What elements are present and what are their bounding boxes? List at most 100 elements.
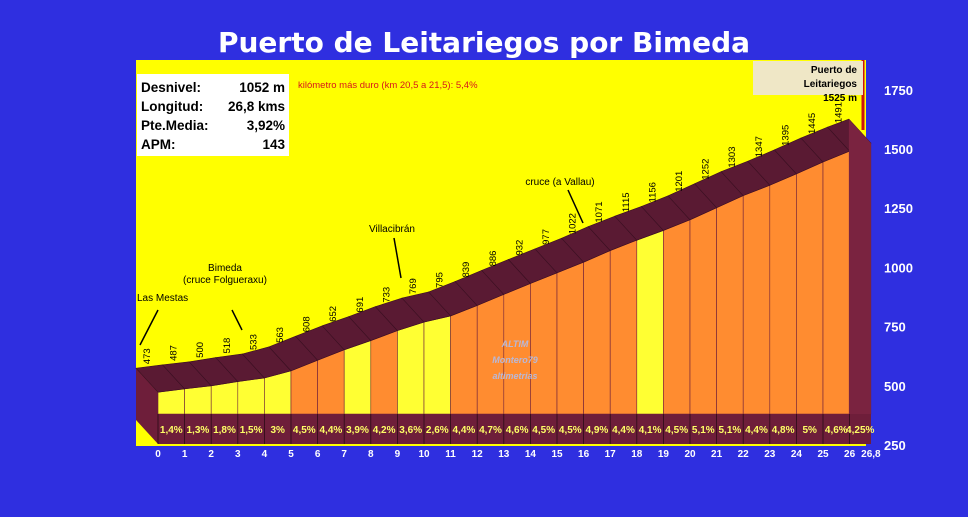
watermark-line: Montero79 [492,355,538,365]
annotation-label: Las Mestas [137,293,188,304]
altitude-label: 500 [195,342,206,358]
gradient-label: 4,1% [639,425,662,436]
profile-segment [184,385,212,415]
stat-row: Longitud: 26,8 kms [141,97,285,116]
x-tick-label: 24 [791,449,803,460]
altitude-label: 1347 [754,136,765,157]
x-tick-label: 10 [418,449,430,460]
altitude-label: 1395 [780,125,791,146]
y-tick-label: 1000 [884,260,913,275]
profile-segment [689,207,717,415]
x-tick-label: 21 [711,449,723,460]
annotation-pointer [139,309,159,346]
gradient-label: 4,25% [846,425,874,436]
profile-segment [397,321,425,415]
stat-row: Desnivel: 1052 m [141,78,285,97]
annotation-label: Bimeda (cruce Folgueraxu) [183,263,267,286]
altitude-label: 518 [222,338,233,354]
gradient-label: 2,6% [426,425,449,436]
altitude-label: 795 [435,272,446,288]
gradient-label: 4,4% [453,425,476,436]
altitude-label: 733 [381,287,392,303]
profile-segment [663,219,691,415]
y-tick-label: 1250 [884,201,913,216]
gradient-label: 4,4% [612,425,635,436]
hardest-km-note: kilómetro más duro (km 20,5 a 21,5): 5,4… [298,80,478,91]
x-tick-label: 26,8 [861,449,881,460]
annotation-pointer [393,237,402,279]
profile-segment [343,340,372,415]
altitude-label: 1156 [647,182,658,202]
altitude-label: 563 [275,327,286,343]
altitude-label: 769 [408,278,419,294]
annotation-line: Las Mestas [137,293,188,304]
gradient-label: 1,4% [160,425,183,436]
gradient-label: 4,4% [320,425,343,436]
x-tick-label: 5 [288,449,294,460]
stat-label: APM: [141,137,176,152]
x-tick-label: 20 [684,449,696,460]
annotation-pointer [231,309,243,331]
annotation-label: Villacibrán [369,224,415,235]
x-tick-label: 3 [235,449,241,460]
gradient-label: 4,4% [745,425,768,436]
x-tick-label: 13 [498,449,510,460]
gradient-label: 4,5% [293,425,316,436]
altitude-label: 608 [302,316,313,332]
stat-row: Pte.Media: 3,92% [141,116,285,135]
profile-segment [769,173,797,415]
x-tick-label: 15 [551,449,563,460]
y-tick-label: 1500 [884,142,913,157]
profile-segment [237,377,265,415]
x-tick-label: 18 [631,449,643,460]
x-tick-label: 9 [395,449,401,460]
profile-segment [583,250,611,415]
gradient-label: 3,6% [399,425,422,436]
watermark-line: altimetrias [492,371,538,381]
gradient-label: 1,3% [187,425,210,436]
profile-segment [450,305,478,415]
chart-title: Puerto de Leitariegos por Bimeda [217,26,751,59]
watermark-line: ALTIM [501,339,529,349]
profile-segment [822,150,850,415]
x-tick-label: 2 [208,449,214,460]
profile-end-cap [848,119,871,444]
x-tick-label: 19 [658,449,670,460]
stat-label: Desnivel: [141,80,202,95]
profile-segment [264,370,292,415]
x-tick-label: 8 [368,449,374,460]
altitude-label: 1071 [594,201,605,222]
altitude-label: 977 [541,229,552,245]
gradient-label: 4,8% [772,425,795,436]
gradient-label: 1,5% [240,425,263,436]
profile-segment [716,195,744,415]
gradient-label: 1,8% [213,425,236,436]
altitude-label: 886 [488,251,499,267]
profile-segment [423,315,451,415]
x-tick-label: 4 [262,449,268,460]
x-tick-label: 23 [764,449,776,460]
altitude-label: 1252 [701,159,712,180]
summit-name: Puerto de Leitariegos [803,65,857,90]
x-tick-label: 1 [182,449,188,460]
stat-value: 3,92% [246,118,285,133]
watermark: ALTIM Montero79 altimetrias [480,336,550,384]
profile-segment [796,161,824,415]
x-tick-label: 22 [738,449,750,460]
altitude-label: 839 [461,262,472,278]
x-tick-label: 7 [341,449,347,460]
stat-value: 143 [262,137,285,152]
gradient-label: 5,1% [692,425,715,436]
x-tick-label: 12 [472,449,484,460]
gradient-label: 4,6% [825,425,848,436]
profile-segment [742,184,771,415]
profile-segment [157,388,185,415]
gradient-label: 4,5% [559,425,582,436]
profile-side-face [136,368,158,444]
altitude-label: 533 [248,334,259,350]
stat-value: 26,8 kms [227,99,285,114]
altitude-label: 652 [328,306,339,322]
annotation-line: cruce (a Vallau) [525,177,594,188]
profile-segment [370,330,398,415]
